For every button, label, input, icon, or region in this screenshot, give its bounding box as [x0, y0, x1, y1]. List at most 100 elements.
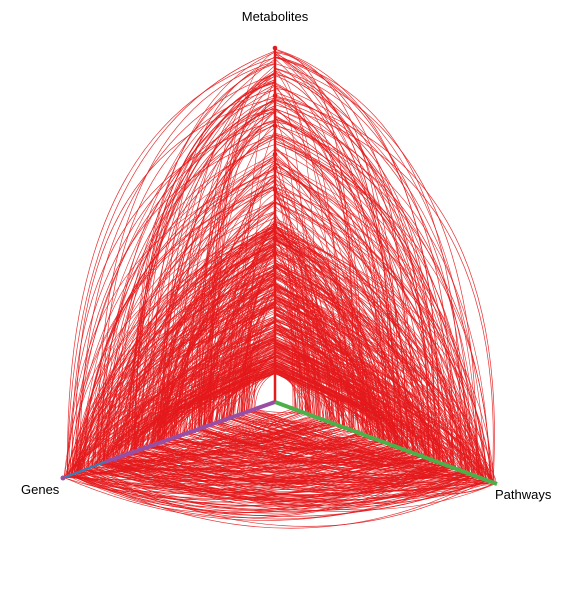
edge	[140, 449, 469, 501]
edge	[163, 100, 276, 442]
genes-axis-label: Genes	[21, 482, 60, 497]
edge	[274, 136, 403, 449]
edge	[104, 462, 477, 502]
edge	[274, 286, 469, 474]
edge	[195, 430, 383, 448]
edge	[113, 436, 369, 478]
edge	[274, 140, 470, 474]
node	[316, 415, 321, 421]
edge	[169, 227, 276, 440]
edge	[274, 314, 338, 426]
edge	[274, 48, 440, 463]
node	[224, 417, 229, 422]
edge	[121, 449, 405, 485]
edge	[230, 302, 276, 419]
edge	[89, 291, 276, 469]
edge	[174, 204, 276, 439]
edge	[76, 75, 276, 474]
edge	[96, 176, 276, 467]
edge	[78, 294, 276, 473]
edge	[226, 215, 276, 420]
node	[128, 451, 133, 456]
node	[393, 444, 398, 449]
edge	[67, 57, 276, 477]
edge	[69, 340, 276, 476]
node	[354, 430, 360, 435]
node	[112, 457, 118, 462]
edge	[274, 115, 467, 473]
edge	[195, 234, 276, 431]
node	[406, 449, 411, 454]
edge	[274, 191, 493, 483]
edge	[274, 75, 385, 443]
edge	[274, 108, 490, 482]
edge	[198, 429, 450, 476]
edge	[274, 51, 453, 468]
edge	[180, 226, 276, 436]
edge	[210, 73, 276, 425]
edge	[274, 276, 413, 453]
edge	[96, 180, 276, 466]
edge	[138, 450, 496, 492]
edge	[77, 164, 276, 473]
edge	[274, 363, 397, 448]
edge	[144, 448, 464, 495]
node	[272, 222, 278, 228]
edge	[202, 365, 276, 429]
edge	[274, 325, 484, 480]
edge	[274, 232, 434, 461]
edge	[274, 295, 494, 483]
edge	[180, 367, 276, 436]
edge	[198, 429, 379, 445]
edge	[135, 275, 276, 453]
edge	[274, 104, 494, 483]
edge	[274, 189, 390, 445]
pathways-axis-label: Pathways	[495, 487, 552, 502]
edge	[239, 78, 276, 415]
edge	[274, 100, 362, 434]
edge	[127, 106, 276, 455]
edge	[274, 134, 489, 481]
edge	[208, 120, 276, 426]
edge	[93, 463, 444, 510]
edge	[216, 51, 276, 423]
node	[290, 406, 295, 411]
edge	[274, 96, 495, 483]
edge	[92, 434, 363, 482]
edge	[97, 61, 276, 466]
node	[272, 123, 278, 129]
edge	[274, 298, 409, 452]
edge	[83, 186, 276, 471]
edge	[274, 342, 466, 473]
edge	[172, 202, 276, 439]
edge	[115, 238, 276, 460]
edge	[209, 273, 276, 426]
edge	[138, 450, 423, 478]
edge	[194, 246, 276, 431]
edge	[109, 373, 276, 462]
edge	[154, 427, 344, 453]
node	[208, 423, 213, 428]
genes-axis-inner-segment	[104, 400, 276, 464]
edge	[274, 159, 484, 479]
edge	[274, 215, 331, 423]
edge	[274, 323, 400, 449]
edge	[274, 237, 383, 442]
edge	[198, 119, 276, 430]
edge	[274, 283, 442, 464]
edge	[274, 186, 453, 468]
edge	[74, 110, 276, 474]
node	[367, 434, 373, 440]
edge	[274, 302, 314, 417]
edge	[274, 132, 437, 462]
edge	[169, 350, 276, 440]
edge	[131, 51, 276, 454]
edge	[71, 461, 437, 514]
edge	[274, 118, 493, 483]
edge	[247, 411, 304, 415]
edge	[274, 354, 349, 430]
edge	[148, 442, 386, 466]
edge	[274, 202, 495, 484]
genes-axis-outer-segment	[62, 460, 106, 480]
